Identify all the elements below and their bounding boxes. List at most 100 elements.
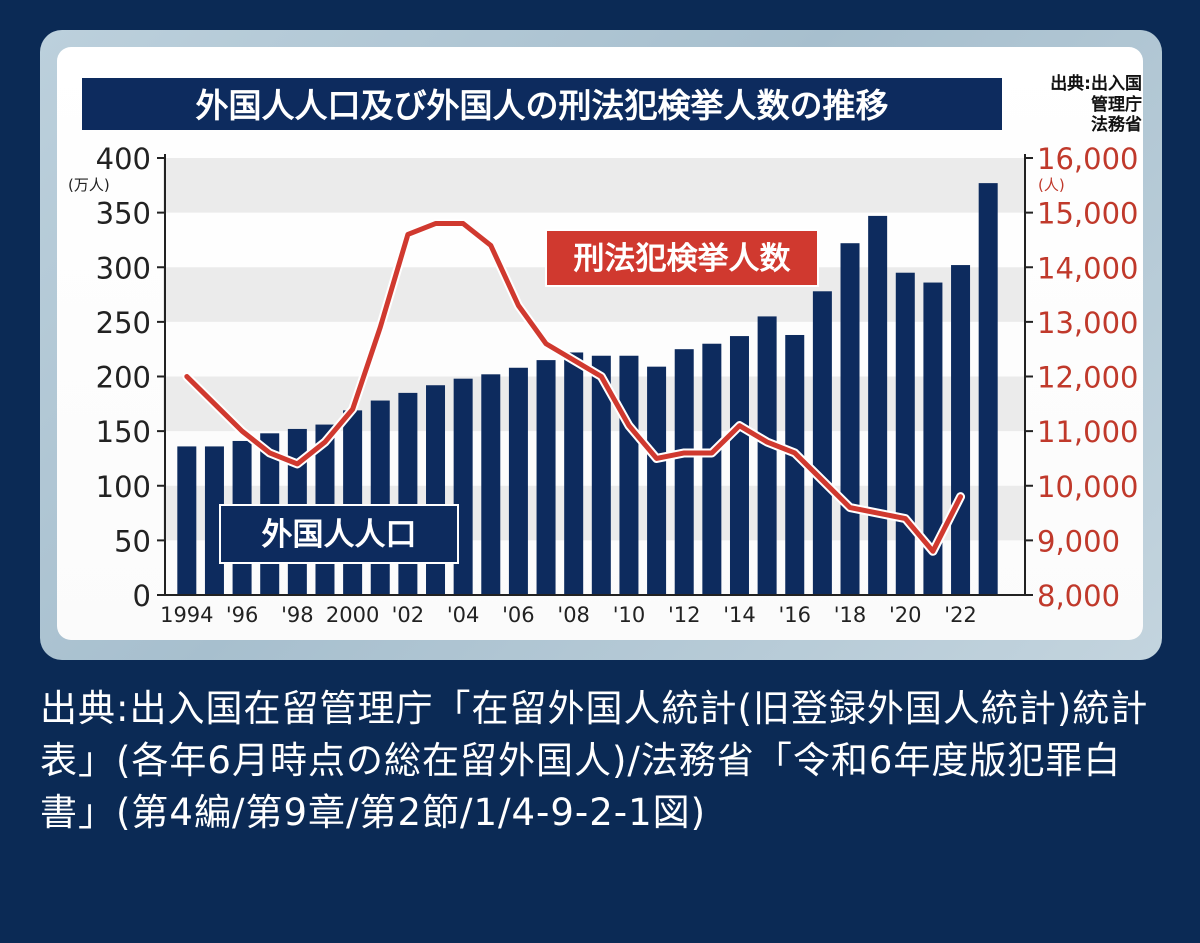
x-tick-label: '18 <box>834 603 867 627</box>
x-tick-label: '16 <box>779 603 812 627</box>
left-axis-unit: (万人) <box>68 176 110 194</box>
bar <box>923 282 943 595</box>
chart-card: 外国人人口及び外国人の刑法犯検挙人数の推移 出典:出入国 管理庁 法務省 400… <box>40 30 1162 660</box>
right-tick-label: 9,000 <box>1037 524 1120 558</box>
bar <box>951 265 971 595</box>
bar <box>481 374 501 595</box>
x-tick-label: '98 <box>281 603 314 627</box>
bar <box>868 215 888 595</box>
right-tick-label: 15,000 <box>1037 197 1138 231</box>
source-label-line-2: 管理庁 <box>1091 94 1142 115</box>
right-tick-label: 12,000 <box>1037 361 1138 395</box>
bar <box>812 291 832 595</box>
x-tick-label: '10 <box>613 603 646 627</box>
line-point <box>793 451 797 455</box>
bar <box>674 349 694 595</box>
source-label-line-3: 法務省 <box>1091 114 1142 135</box>
line-point <box>378 325 382 329</box>
line-point <box>903 517 907 521</box>
line-point <box>544 342 548 346</box>
line-series-label-box <box>545 229 819 287</box>
line-point <box>489 243 493 247</box>
bar-series-label-box <box>219 504 459 564</box>
chart-title: 外国人人口及び外国人の刑法犯検挙人数の推移 <box>196 86 889 125</box>
x-tick-label: '08 <box>557 603 590 627</box>
bar <box>591 355 611 595</box>
line-point <box>682 451 686 455</box>
right-tick-label: 8,000 <box>1037 579 1120 613</box>
left-tick-label: 100 <box>96 470 151 504</box>
line-series-label: 刑法犯検挙人数 <box>574 241 791 277</box>
right-axis-unit: (人) <box>1038 176 1065 194</box>
line-point <box>599 375 603 378</box>
title-banner <box>82 78 1002 130</box>
line-point <box>212 402 216 406</box>
line-point <box>959 495 963 499</box>
x-tick-label: 1994 <box>160 603 213 627</box>
left-tick-label: 250 <box>96 306 151 340</box>
left-tick-label: 50 <box>114 524 151 558</box>
bar <box>757 316 777 595</box>
line-point <box>406 232 410 236</box>
bar <box>398 392 418 595</box>
right-axis: 16,000 15,000 14,000 13,000 12,000 11,000 10,0… <box>1024 142 1138 613</box>
bar <box>508 367 528 595</box>
x-axis: 1994 '96 '98 2000 '02 '04 '06 '08 '10 '12 '14 '16 '1… <box>160 603 977 627</box>
bar <box>729 336 749 595</box>
x-tick-label: '96 <box>226 603 258 627</box>
line-series <box>182 219 966 556</box>
bar <box>702 343 722 595</box>
line-point <box>765 440 769 444</box>
right-tick-label: 16,000 <box>1037 142 1138 176</box>
bar <box>564 352 584 595</box>
source-label-line-1: 出典:出入国 <box>1050 73 1142 94</box>
line-point <box>351 407 355 411</box>
line-point <box>268 451 272 455</box>
bar <box>840 243 860 595</box>
line-point <box>323 440 327 444</box>
line-point <box>185 375 189 378</box>
bar <box>370 400 390 595</box>
x-tick-label: '22 <box>944 603 977 627</box>
x-tick-label: '02 <box>392 603 425 627</box>
bar <box>647 366 667 595</box>
line-point <box>820 478 824 482</box>
right-tick-label: 11,000 <box>1037 415 1138 449</box>
bar <box>177 446 197 595</box>
line-point <box>737 424 741 428</box>
chart-svg: 外国人人口及び外国人の刑法犯検挙人数の推移 出典:出入国 管理庁 法務省 400… <box>57 47 1143 640</box>
line-point <box>434 222 438 226</box>
bar <box>343 410 363 595</box>
bar <box>619 355 639 595</box>
left-tick-label: 0 <box>133 579 151 613</box>
line-point <box>572 358 576 362</box>
right-tick-label: 13,000 <box>1037 306 1138 340</box>
bar <box>785 334 805 595</box>
line-point <box>295 462 299 466</box>
left-axis: 400 350 300 250 200 150 100 50 0 <box>96 142 166 613</box>
bar-series <box>165 183 1025 596</box>
bar <box>536 360 556 595</box>
right-tick-label: 10,000 <box>1037 470 1138 504</box>
left-tick-label: 350 <box>96 197 151 231</box>
left-tick-label: 200 <box>96 361 151 395</box>
bar <box>895 272 915 595</box>
grid-band <box>163 158 1024 213</box>
line-point <box>876 511 880 515</box>
line-point <box>655 456 659 460</box>
line-point <box>848 506 852 510</box>
x-tick-label: 2000 <box>326 603 379 627</box>
bar-series-label: 外国人人口 <box>262 517 417 553</box>
left-tick-label: 150 <box>96 415 151 449</box>
right-tick-label: 14,000 <box>1037 251 1138 285</box>
line-point <box>461 222 465 226</box>
left-tick-label: 400 <box>96 142 151 176</box>
source-caption: 出典:出入国在留管理庁「在留外国人統計(旧登録外国人統計)統計表」(各年6月時点… <box>40 687 1149 834</box>
x-tick-label: '14 <box>723 603 756 627</box>
bar <box>978 183 998 595</box>
line-point <box>710 451 714 455</box>
x-tick-label: '06 <box>502 603 534 627</box>
line-point <box>931 549 935 553</box>
line-point <box>240 429 244 433</box>
line-point <box>627 424 631 428</box>
